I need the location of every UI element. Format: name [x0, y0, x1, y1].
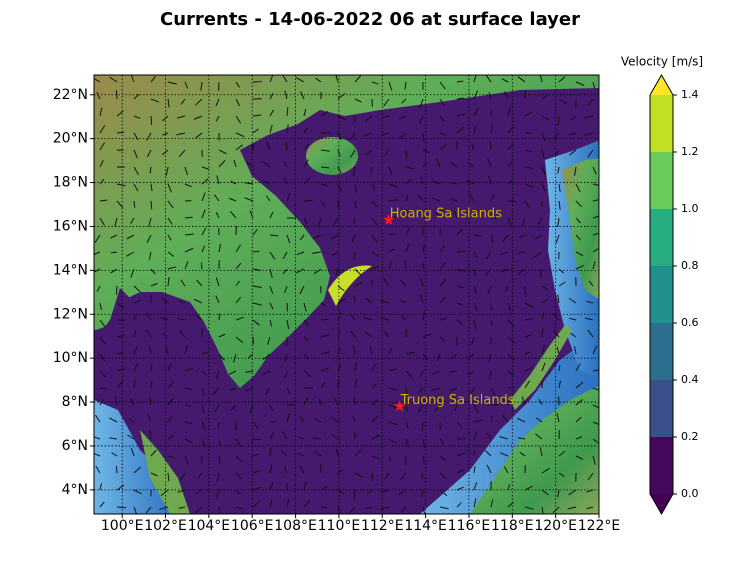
current-arrow — [491, 110, 492, 116]
y-tick-label: 8°N — [62, 394, 88, 410]
current-arrow — [542, 380, 543, 388]
colorbar-band — [650, 437, 673, 494]
colorbar-tick-label: 0.2 — [681, 430, 699, 443]
current-arrow — [219, 313, 220, 320]
x-tick-label: 114°E — [404, 518, 447, 534]
colorbar-band — [650, 380, 673, 437]
x-tick-label: 112°E — [361, 518, 404, 534]
colorbar-tick-label: 1.2 — [681, 145, 699, 158]
x-tick-label: 102°E — [144, 518, 187, 534]
colorbar: 0.0 0.2 0.4 0.6 0.8 1.0 1.2 1.4 — [650, 75, 699, 514]
y-tick-label: 22°N — [53, 87, 88, 103]
current-arrow — [201, 262, 202, 269]
x-tick-label: 116°E — [448, 518, 491, 534]
colorbar-tick-label: 0.0 — [681, 487, 699, 500]
current-arrow — [151, 201, 152, 209]
land-hainan — [306, 137, 358, 175]
x-tick-label: 122°E — [578, 518, 621, 534]
y-tick-label: 14°N — [53, 262, 88, 278]
colorbar-label: Velocity [m/s] — [621, 55, 703, 69]
colorbar-band — [650, 209, 673, 266]
current-arrow — [116, 286, 117, 295]
y-tick-label: 12°N — [53, 306, 88, 322]
map-area — [92, 74, 602, 516]
colorbar-extend-low — [650, 494, 673, 514]
y-tick-label: 20°N — [53, 131, 88, 147]
current-arrow — [116, 90, 117, 99]
x-tick-label: 100°E — [101, 518, 144, 534]
colorbar-band — [650, 95, 673, 152]
colorbar-band — [650, 266, 673, 323]
current-arrow — [117, 132, 124, 133]
x-tick-label: 110°E — [318, 518, 361, 534]
current-arrow — [218, 422, 219, 429]
current-arrow — [321, 319, 329, 320]
y-tick-label: 4°N — [62, 482, 88, 498]
x-tick-label: 104°E — [188, 518, 231, 534]
island-label: Hoang Sa Islands — [390, 206, 502, 221]
colorbar-extend-high — [650, 75, 673, 95]
x-tick-label: 108°E — [274, 518, 317, 534]
x-tick-label: 106°E — [231, 518, 274, 534]
colorbar-tick-label: 0.8 — [681, 259, 699, 272]
y-tick-label: 18°N — [53, 175, 88, 191]
current-arrow — [151, 116, 152, 125]
colorbar-band — [650, 152, 673, 209]
island-label: Truong Sa Islands — [400, 393, 515, 408]
current-arrow — [116, 466, 117, 473]
y-tick-label: 10°N — [53, 350, 88, 366]
y-tick-label: 6°N — [62, 438, 88, 454]
x-tick-label: 120°E — [534, 518, 577, 534]
colorbar-tick-label: 0.6 — [681, 316, 699, 329]
y-tick-label: 16°N — [53, 218, 88, 234]
colorbar-tick-label: 1.4 — [681, 88, 699, 101]
colorbar-band — [650, 323, 673, 380]
current-arrow — [100, 388, 107, 389]
colorbar-tick-label: 1.0 — [681, 202, 699, 215]
x-tick-label: 118°E — [491, 518, 534, 534]
current-arrow — [405, 456, 406, 465]
colorbar-tick-label: 0.4 — [681, 373, 699, 386]
title: Currents - 14-06-2022 06 at surface laye… — [160, 9, 580, 30]
